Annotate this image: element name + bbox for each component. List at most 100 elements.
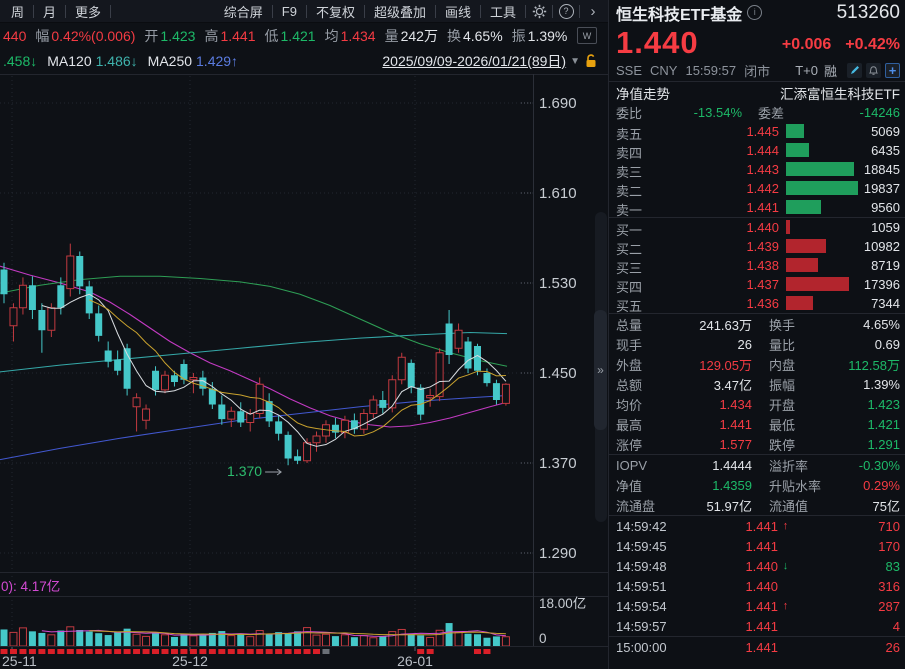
bid-row-2: 买二 1.439 10982 <box>609 237 905 257</box>
toolbar-item-right-3[interactable]: 不复权 <box>315 4 355 20</box>
stat-value: 1.434 <box>719 396 752 412</box>
bid-price[interactable]: 1.437 <box>746 277 779 292</box>
info-icon[interactable]: i <box>747 5 763 20</box>
tick-time: 14:59:45 <box>616 538 667 554</box>
edit-pencil-icon[interactable] <box>847 62 862 78</box>
stat-value: 1.291 <box>867 436 900 452</box>
divider <box>609 454 905 455</box>
bid-label: 买三 <box>616 261 643 276</box>
svg-text:1.370: 1.370 <box>539 455 577 472</box>
fund-name-link[interactable]: 汇添富恒生科技ETF <box>780 86 900 102</box>
iopv-row-2: 净值 1.4359 升贴水率 0.29% <box>609 475 905 495</box>
ask-price[interactable]: 1.445 <box>746 124 779 139</box>
chevron-down-icon[interactable]: ▼ <box>570 55 580 67</box>
quote-time: 15:59:57 <box>685 62 737 78</box>
toolbar-separator <box>434 4 436 18</box>
stat-value: 26 <box>737 336 752 352</box>
bid-price[interactable]: 1.439 <box>746 239 779 254</box>
bid-depth-bar <box>786 277 849 291</box>
tick-volume: 710 <box>878 518 900 534</box>
ask-row-3: 卖三 1.443 18845 <box>609 160 905 180</box>
date-range-selector[interactable]: 2025/09/09-2026/01/21(89日) <box>382 53 567 69</box>
toolbar-item-1[interactable]: 周 <box>11 4 25 20</box>
toolbar-item-right-5[interactable]: 画线 <box>444 4 471 20</box>
ask-volume: 19837 <box>863 181 900 196</box>
settings-gear-icon[interactable] <box>526 4 552 19</box>
quote-stat-3: 开 1.423 <box>144 26 195 46</box>
divider <box>609 636 905 637</box>
toolbar-item-right-2[interactable]: F9 <box>281 3 297 19</box>
stat-value: 241.63万 <box>699 317 752 333</box>
toolbar-expand-chevron-icon[interactable]: › <box>590 2 596 20</box>
toolbar-item-right-6[interactable]: 工具 <box>489 4 516 20</box>
tick-row-4: 14:59:51 1.440 316 <box>609 576 905 596</box>
instrument-header: 恒生科技ETF基金 i 513260 <box>609 0 905 24</box>
unlock-icon[interactable] <box>585 54 597 68</box>
stat-value: 51.97亿 <box>706 498 752 514</box>
price-change: +0.006 <box>781 36 832 53</box>
bid-price[interactable]: 1.440 <box>746 220 779 235</box>
toolbar-item-right-4[interactable]: 超级叠加 <box>373 4 426 20</box>
ask-depth-bar <box>786 181 858 195</box>
collapse-panel-handle[interactable]: » <box>594 310 607 430</box>
alert-bell-icon[interactable] <box>866 62 881 78</box>
tick-time: 14:59:54 <box>616 598 667 614</box>
toolbar-item-right-1[interactable]: 综合屏 <box>223 4 263 20</box>
quote-stat-label: 高 <box>204 27 219 44</box>
quote-stat-8: 换 4.65% <box>447 26 503 46</box>
stat-value: 0.29% <box>863 477 900 493</box>
toolbar-item-3[interactable]: 更多 <box>75 4 102 20</box>
tick-price: 1.441 <box>745 518 778 534</box>
bid-price[interactable]: 1.436 <box>746 296 779 311</box>
add-to-watchlist-icon[interactable]: + <box>885 62 900 78</box>
stat-label: IOPV <box>616 457 648 473</box>
ask-price[interactable]: 1.443 <box>746 162 779 177</box>
quote-stats-bar: 440 幅 0.42%(0.006) 开 1.423 高 1.441 低 1.421 均 1.434… <box>0 23 608 48</box>
bid-volume: 7344 <box>871 296 900 311</box>
stat-label: 升贴水率 <box>769 478 822 494</box>
quote-stat-value: 1.39% <box>527 27 568 44</box>
ask-label: 卖一 <box>616 203 643 218</box>
quote-stat-5: 低 1.421 <box>265 26 316 46</box>
stat-label: 外盘 <box>616 357 643 373</box>
stat-value: -0.30% <box>858 457 900 473</box>
ask-row-5: 卖一 1.441 9560 <box>609 198 905 218</box>
toolbar-separator <box>525 4 526 18</box>
ma-legend-2: MA120 1.486↓ <box>47 53 137 69</box>
stat-label: 总额 <box>616 377 643 393</box>
iopv-grid: IOPV 1.4444 溢折率 -0.30% 净值 1.4359 升贴水率 0.29% 流通盘 5… <box>609 455 905 515</box>
ask-price[interactable]: 1.441 <box>746 200 779 215</box>
svg-text:26-01: 26-01 <box>397 653 433 669</box>
tick-volume: 4 <box>892 618 900 634</box>
ask-label: 卖四 <box>616 146 643 161</box>
stats-row-6: 最高 1.441 最低 1.421 <box>609 414 905 434</box>
tick-time: 14:59:42 <box>616 518 667 534</box>
iopv-row-1: IOPV 1.4444 溢折率 -0.30% <box>609 455 905 475</box>
ask-depth-bar <box>786 162 854 176</box>
toolbar-separator <box>479 4 481 18</box>
quote-stat-label: 换 <box>446 27 461 44</box>
toolbar-right-group: 综合屏 F9 不复权 超级叠加 画线 工具 <box>215 2 526 21</box>
stat-label: 跌停 <box>769 437 796 453</box>
toolbar-separator <box>271 4 273 18</box>
bid-price[interactable]: 1.438 <box>746 258 779 273</box>
t0-badge: T+0 <box>795 62 818 78</box>
ask-price[interactable]: 1.442 <box>746 181 779 196</box>
margin-badge: 融 <box>823 63 837 79</box>
tick-time: 14:59:48 <box>616 558 667 574</box>
ask-levels: 卖五 1.445 5069 卖四 1.444 6435 卖三 1.443 18845 卖二 1.44… <box>609 122 905 218</box>
ask-price[interactable]: 1.444 <box>746 143 779 158</box>
wp-note-icon[interactable]: W <box>577 27 597 44</box>
nav-tab-label[interactable]: 净值走势 <box>616 86 670 102</box>
daily-kline-chart[interactable]: 1.690 1.610 1.530 1.450 1.370 1.290 25-11 25-12… <box>0 74 608 669</box>
toolbar-separator <box>65 4 67 18</box>
ask-volume: 5069 <box>871 124 900 139</box>
stat-value: 1.4444 <box>712 457 752 473</box>
kline-chart-area[interactable]: 1.690 1.610 1.530 1.450 1.370 1.290 25-11 25-12… <box>0 74 608 669</box>
help-icon[interactable]: ? <box>553 3 579 19</box>
stat-value: 112.58万 <box>848 357 900 373</box>
toolbar-item-2[interactable]: 月 <box>43 4 57 20</box>
svg-text:25-11: 25-11 <box>2 653 37 669</box>
svg-text:0): 4.17亿: 0): 4.17亿 <box>1 579 60 594</box>
bid-depth-bar <box>786 220 790 234</box>
